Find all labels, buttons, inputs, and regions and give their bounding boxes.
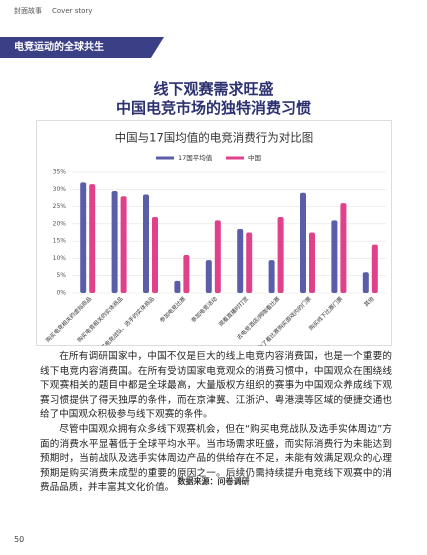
bar [277, 216, 284, 293]
bar [111, 191, 118, 293]
bar [237, 229, 244, 293]
y-tick-label: 30% [53, 186, 67, 193]
running-header: 封面故事 Cover story [14, 6, 102, 16]
y-tick-label: 5% [56, 272, 66, 279]
section-en: Cover story [52, 7, 93, 15]
bar [309, 232, 315, 293]
chart-title: 中国与17国均值的电竞消费行为对比图 [115, 131, 314, 145]
bar [340, 203, 347, 293]
banner: 电竞运动的全球共生 [0, 37, 164, 58]
legend-label: 中国 [248, 153, 261, 162]
paragraph: 在所有调研国家中，中国不仅是巨大的线上电竞内容消费国，也是一个重要的线下电竞内容… [40, 351, 392, 421]
bar [246, 232, 253, 293]
y-tick-label: 0% [56, 290, 66, 297]
y-tick-label: 20% [53, 220, 67, 227]
bar [143, 194, 149, 293]
bar [174, 280, 181, 293]
source: 数据来源：问卷调研 [177, 477, 250, 486]
bar [120, 196, 127, 293]
bar [205, 260, 212, 293]
bar [300, 192, 306, 293]
bar [362, 272, 369, 293]
section: 封面故事 [14, 7, 42, 15]
y-tick-label: 25% [53, 203, 67, 210]
y-tick-label: 15% [53, 238, 67, 245]
bar [214, 220, 221, 293]
y-tick-label: 35% [53, 169, 67, 176]
bar [268, 260, 275, 293]
body-text: 在所有调研国家中，中国不仅是巨大的线上电竞内容消费国，也是一个重要的线下电竞内容… [40, 350, 392, 496]
headline: 线下观赛需求旺盛 [153, 80, 274, 98]
legend-label: 17国平均值 [178, 153, 213, 162]
bar [152, 216, 158, 293]
bar [183, 254, 190, 293]
paragraph: 尽管中国观众拥有众多线下观赛机会，但在“购买电竞战队及选手实体周边”方面的消费水… [40, 423, 392, 494]
bar [80, 182, 87, 293]
page-number: 50 [14, 535, 25, 544]
chart: 中国与17国均值的电竞消费行为对比图 0% 5% 10% 15% 20% 25% 30% 35… [36, 120, 392, 346]
headline: 中国电竞市场的独特消费习惯 [115, 99, 311, 117]
bar [371, 244, 378, 293]
y-tick-label: 10% [53, 255, 67, 262]
bar [89, 184, 96, 293]
bar [331, 220, 338, 293]
